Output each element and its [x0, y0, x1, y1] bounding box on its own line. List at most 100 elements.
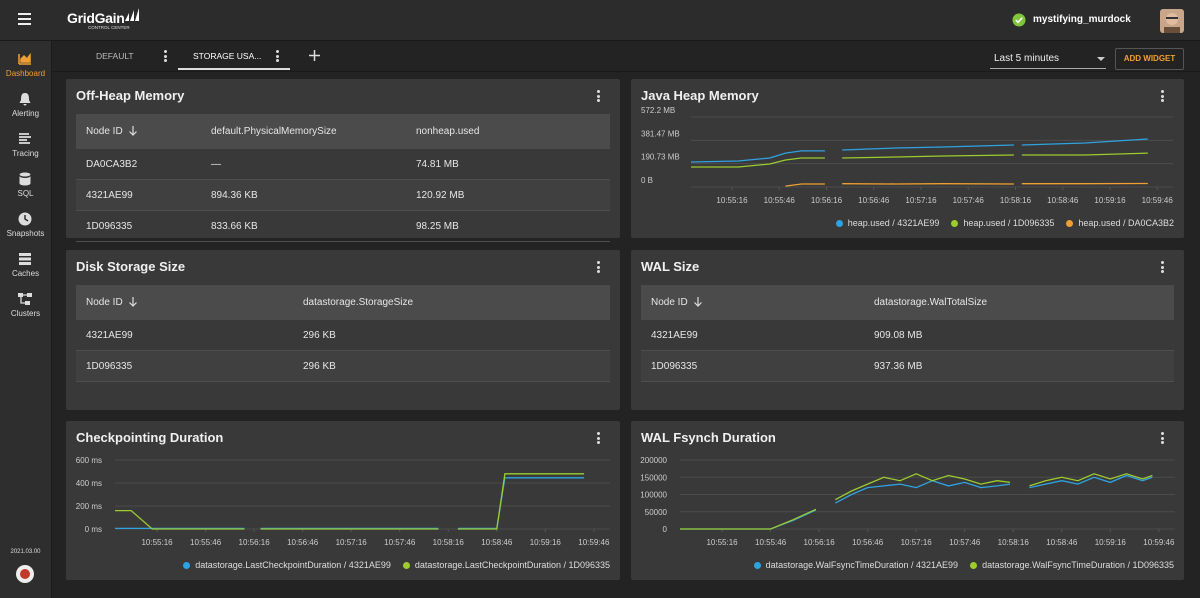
brand-logo	[125, 8, 139, 21]
widget-menu[interactable]	[597, 90, 600, 104]
widget: Disk Storage Size Node ID datastorage.Stor…	[66, 250, 620, 410]
time-range[interactable]: Last 5 minutes	[994, 53, 1060, 64]
legend-item[interactable]: datastorage.WalFsyncTimeDuration / 1D096…	[970, 560, 1174, 570]
sort-arrow[interactable]	[694, 297, 702, 307]
widget-menu[interactable]	[1161, 432, 1164, 446]
tab[interactable]: DEFAULT	[96, 51, 134, 61]
sidebar-icon[interactable]	[17, 291, 33, 307]
widget: Checkpointing Duration 0 ms 200 ms 400 ms 60…	[66, 421, 620, 580]
table-cell: 1D096335	[86, 221, 133, 232]
dropdown-caret[interactable]	[1097, 57, 1105, 62]
add-tab[interactable]	[309, 50, 320, 61]
tab-menu[interactable]	[164, 50, 167, 64]
table-row: DA0CA3B2 — 74.81 MB	[76, 149, 610, 180]
widget-menu[interactable]	[597, 261, 600, 275]
x-tick-label: 10:59:46	[1142, 196, 1174, 205]
sidebar-label[interactable]: Clusters	[10, 309, 41, 318]
widget-title: WAL Size	[641, 259, 700, 274]
legend-swatch	[753, 562, 761, 569]
x-tick-label: 10:55:46	[764, 196, 796, 205]
table-header: Node ID default.PhysicalMemorySize nonheap…	[76, 114, 610, 149]
table-cell: 4321AE99	[86, 330, 133, 341]
sidebar-label[interactable]: Alerting	[11, 109, 40, 118]
series-line	[785, 182, 1148, 187]
series-line	[115, 477, 585, 530]
brand: GridGain	[67, 10, 125, 26]
user-name[interactable]: mystifying_murdock	[1033, 14, 1131, 25]
table-cell: 4321AE99	[651, 330, 698, 341]
series-line	[680, 474, 1153, 530]
avatar[interactable]	[1160, 9, 1184, 33]
tab[interactable]: STORAGE USA...	[193, 51, 262, 61]
tab-menu[interactable]	[276, 50, 279, 64]
header-cell[interactable]: Node ID	[86, 297, 123, 308]
table-cell: 894.36 KB	[211, 190, 258, 201]
x-tick-label: 10:56:46	[287, 538, 319, 547]
add-widget-button[interactable]: ADD WIDGET	[1115, 48, 1184, 70]
legend-label: heap.used / 4321AE99	[847, 218, 940, 228]
series-line	[691, 152, 1148, 168]
sidebar-label[interactable]: SQL	[17, 189, 34, 198]
sidebar-icon[interactable]	[17, 171, 33, 187]
sort-arrow[interactable]	[129, 126, 137, 136]
y-tick-label: 0 B	[641, 176, 653, 185]
legend-item[interactable]: heap.used / 4321AE99	[835, 218, 940, 228]
legend-item[interactable]: heap.used / 1D096335	[951, 218, 1054, 228]
header-cell[interactable]: Node ID	[86, 126, 123, 137]
header-cell[interactable]: datastorage.WalTotalSize	[874, 297, 988, 308]
sidebar-icon[interactable]	[17, 131, 33, 147]
header-cell[interactable]: Node ID	[651, 297, 688, 308]
y-tick-label: 381.47 MB	[641, 129, 680, 138]
legend-swatch	[402, 562, 410, 569]
y-tick-label: 150000	[640, 473, 667, 482]
sidebar-icon[interactable]	[17, 251, 33, 267]
table-row: 4321AE99 894.36 KB 120.92 MB	[76, 180, 610, 211]
widget-title: WAL Fsynch Duration	[641, 430, 776, 445]
sidebar-icon[interactable]	[17, 211, 33, 227]
menu-button[interactable]	[18, 13, 32, 26]
sort-arrow[interactable]	[129, 297, 137, 307]
header-cell[interactable]: datastorage.StorageSize	[303, 297, 414, 308]
x-tick-label: 10:55:16	[716, 196, 748, 205]
sidebar-label[interactable]: Caches	[11, 269, 40, 278]
widget-menu[interactable]	[1161, 90, 1164, 104]
series-line	[115, 473, 585, 530]
header-cell[interactable]: default.PhysicalMemorySize	[211, 126, 337, 137]
chart: 0 ms 200 ms 400 ms 600 ms 10:55:16 10:55:46 10…	[76, 456, 610, 547]
sidebar-icon[interactable]	[17, 91, 33, 107]
table-row: 1D096335 296 KB	[76, 351, 610, 382]
y-tick-label: 572.2 MB	[641, 106, 675, 115]
widget-menu[interactable]	[1161, 261, 1164, 275]
legend-swatch	[970, 562, 978, 569]
x-tick-label: 10:59:46	[578, 538, 610, 547]
version: 2021.03.00	[10, 549, 41, 555]
x-tick-label: 10:57:46	[384, 538, 416, 547]
x-tick-label: 10:57:46	[949, 538, 981, 547]
x-tick-label: 10:57:16	[905, 196, 937, 205]
x-tick-label: 10:58:16	[1000, 196, 1032, 205]
legend-item[interactable]: datastorage.WalFsyncTimeDuration / 4321A…	[753, 560, 958, 570]
legend-item[interactable]: heap.used / DA0CA3B2	[1066, 218, 1174, 228]
legend-item[interactable]: datastorage.LastCheckpointDuration / 1D0…	[402, 560, 610, 570]
sidebar-icon[interactable]	[17, 51, 33, 67]
x-tick-label: 10:58:46	[1047, 196, 1079, 205]
widget-menu[interactable]	[597, 432, 600, 446]
y-tick-label: 400 ms	[76, 479, 102, 488]
table-cell: 296 KB	[303, 330, 336, 341]
x-tick-label: 10:56:46	[858, 196, 890, 205]
legend-label: heap.used / DA0CA3B2	[1078, 218, 1174, 228]
x-tick-label: 10:56:16	[804, 538, 836, 547]
table-header: Node ID datastorage.WalTotalSize	[641, 285, 1174, 320]
table-row: 1D096335 937.36 MB	[641, 351, 1174, 382]
x-tick-label: 10:59:46	[1143, 538, 1175, 547]
legend-item[interactable]: datastorage.LastCheckpointDuration / 432…	[183, 560, 391, 570]
widget-title: Disk Storage Size	[76, 259, 186, 274]
sidebar-label[interactable]: Tracing	[12, 149, 39, 158]
sidebar-label[interactable]: Snapshots	[6, 229, 45, 238]
header-cell[interactable]: nonheap.used	[416, 126, 480, 137]
y-tick-label: 0	[663, 525, 668, 534]
y-tick-label: 600 ms	[76, 456, 102, 465]
y-tick-label: 100000	[640, 491, 667, 500]
sidebar-label[interactable]: Dashboard	[5, 69, 46, 78]
